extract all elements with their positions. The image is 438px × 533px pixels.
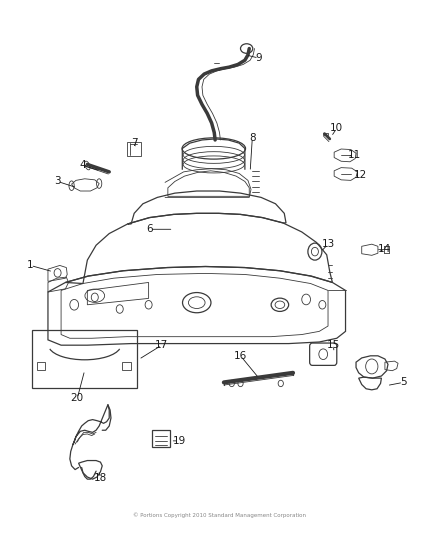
Text: 14: 14	[378, 245, 391, 254]
Text: 5: 5	[399, 377, 406, 387]
Text: 18: 18	[94, 473, 107, 483]
Text: 13: 13	[321, 239, 334, 249]
Text: 3: 3	[54, 176, 61, 187]
Text: 10: 10	[329, 123, 343, 133]
Text: 20: 20	[71, 393, 84, 403]
Bar	[36, 362, 45, 369]
Bar	[32, 330, 137, 387]
Text: 4: 4	[79, 160, 86, 171]
FancyBboxPatch shape	[309, 343, 336, 366]
Text: 15: 15	[326, 340, 339, 350]
Text: 8: 8	[248, 133, 255, 143]
Text: 1: 1	[27, 261, 34, 270]
Text: © Portions Copyright 2010 Standard Management Corporation: © Portions Copyright 2010 Standard Manag…	[133, 512, 305, 518]
Text: 7: 7	[131, 138, 137, 148]
Text: 12: 12	[353, 170, 366, 180]
Text: 16: 16	[233, 351, 247, 361]
Text: 11: 11	[347, 150, 360, 160]
Text: 6: 6	[146, 224, 152, 235]
Bar	[122, 362, 131, 369]
Text: 19: 19	[172, 436, 185, 446]
Text: 17: 17	[155, 340, 168, 350]
FancyBboxPatch shape	[127, 142, 141, 156]
Text: 9: 9	[255, 53, 261, 63]
